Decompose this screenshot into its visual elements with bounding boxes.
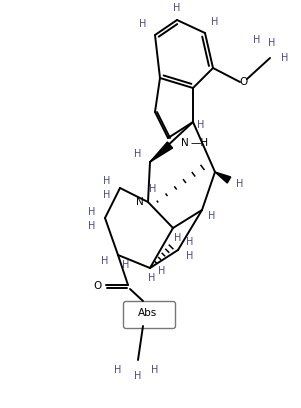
Text: H: H <box>88 207 96 217</box>
Polygon shape <box>150 142 172 162</box>
Text: H: H <box>134 371 142 381</box>
Text: H: H <box>148 273 156 283</box>
Text: H: H <box>211 17 219 27</box>
Text: H: H <box>208 211 216 221</box>
Text: H: H <box>103 190 111 200</box>
FancyBboxPatch shape <box>123 302 175 328</box>
Text: H: H <box>253 35 261 45</box>
Text: H: H <box>149 184 157 194</box>
Text: H: H <box>174 233 182 243</box>
Text: H: H <box>122 260 130 270</box>
Text: O: O <box>240 77 248 87</box>
Text: Abs: Abs <box>138 308 158 318</box>
Text: N: N <box>136 197 144 207</box>
Text: H: H <box>158 266 166 276</box>
Text: H: H <box>151 365 159 375</box>
Text: H: H <box>186 237 194 247</box>
Text: H: H <box>197 120 205 130</box>
Text: H: H <box>236 179 244 189</box>
Text: —H: —H <box>191 138 209 148</box>
Text: H: H <box>139 19 147 29</box>
Polygon shape <box>215 172 231 183</box>
Text: H: H <box>186 251 194 261</box>
Text: H: H <box>173 3 181 13</box>
Text: H: H <box>88 221 96 231</box>
Text: H: H <box>268 38 276 48</box>
Text: H: H <box>101 256 109 266</box>
Text: H: H <box>103 176 111 186</box>
Text: H: H <box>134 149 142 159</box>
Text: O: O <box>93 281 101 291</box>
Text: N: N <box>181 138 189 148</box>
Text: H: H <box>114 365 122 375</box>
Text: H: H <box>281 53 289 63</box>
